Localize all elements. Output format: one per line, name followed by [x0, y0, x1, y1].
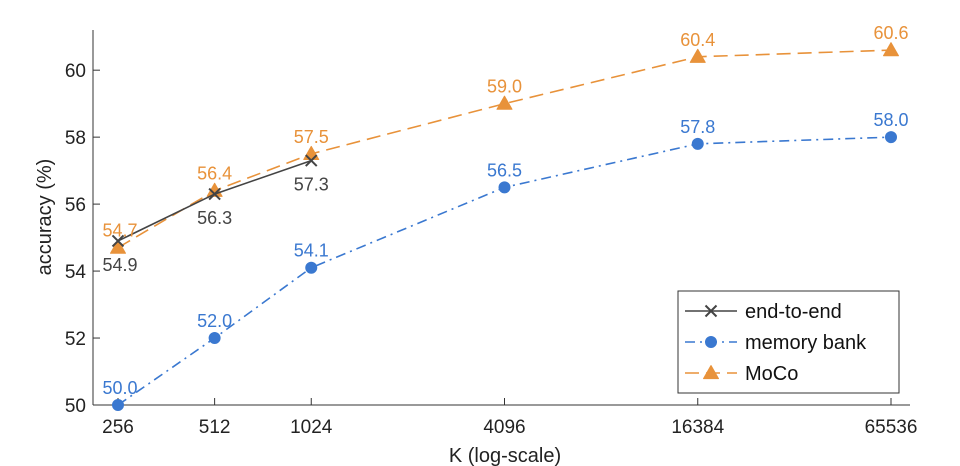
x-axis-title: K (log-scale)	[449, 445, 561, 466]
y-tick-label: 60	[65, 61, 86, 82]
data-label: 60.4	[680, 30, 715, 50]
data-label: 57.5	[294, 127, 329, 147]
legend-entry-moco: MoCo	[685, 363, 798, 385]
series-line	[117, 136, 892, 406]
data-point-marker	[883, 42, 899, 57]
data-labels: 54.9 56.3 57.3 50.0 52.0 54.1 56.5 57.8 58.0 54.7…	[102, 23, 908, 398]
data-point-marker	[305, 261, 318, 274]
data-point-marker	[305, 154, 318, 167]
data-label: 56.5	[487, 160, 522, 180]
data-label: 54.7	[102, 221, 137, 241]
y-tick-label: 56	[65, 195, 86, 216]
data-label: 57.3	[294, 175, 329, 195]
legend-entry-memory-bank: memory bank	[685, 332, 867, 354]
x-tick-label: 65536	[865, 417, 918, 438]
data-label: 57.8	[680, 117, 715, 137]
data-point-marker	[496, 95, 513, 110]
x-tick-label: 4096	[483, 417, 525, 438]
data-point-marker	[111, 234, 125, 248]
legend-label: memory bank	[745, 332, 867, 354]
legend-marker	[703, 365, 719, 380]
data-label: 54.1	[294, 241, 329, 261]
data-label: 54.9	[102, 255, 137, 275]
series-area	[110, 42, 899, 411]
legend-label: end-to-end	[745, 301, 842, 323]
data-point-marker	[689, 48, 706, 63]
legend: end-to-end memory bank MoCo	[677, 290, 900, 394]
data-point-marker	[208, 187, 221, 201]
y-tick-label: 52	[65, 329, 86, 350]
series-end-to-end	[111, 154, 318, 248]
series-memory-bank	[112, 131, 897, 411]
data-label: 56.4	[197, 164, 232, 184]
series-line	[117, 49, 892, 249]
data-point-marker	[691, 137, 704, 150]
data-point-marker	[208, 332, 221, 345]
data-label: 52.0	[197, 311, 232, 331]
y-tick-label: 58	[65, 128, 86, 149]
legend-entry-end-to-end: end-to-end	[685, 301, 842, 323]
data-point-marker	[110, 239, 126, 254]
x-tick-label: 16384	[671, 417, 724, 438]
x-tick-label: 1024	[290, 417, 333, 438]
y-tick-label: 54	[65, 262, 87, 283]
data-point-marker	[498, 181, 511, 194]
data-point-marker	[885, 131, 897, 144]
x-tick-label: 512	[199, 417, 231, 438]
data-label: 60.6	[873, 23, 908, 43]
y-axis-title: accuracy (%)	[34, 159, 56, 276]
legend-marker	[704, 304, 718, 318]
x-tick-label: 256	[102, 417, 134, 438]
data-label: 58.0	[873, 110, 908, 130]
legend-marker	[705, 336, 717, 348]
data-label: 59.0	[487, 77, 522, 97]
axes: 50 52 54 56 58 60 256 512 1024 4096 16384 65536 K (l…	[34, 30, 917, 466]
legend-label: MoCo	[745, 363, 798, 385]
data-point-marker	[112, 399, 124, 411]
data-label: 56.3	[197, 208, 232, 228]
y-tick-label: 50	[65, 396, 86, 417]
data-label: 50.0	[102, 378, 137, 398]
